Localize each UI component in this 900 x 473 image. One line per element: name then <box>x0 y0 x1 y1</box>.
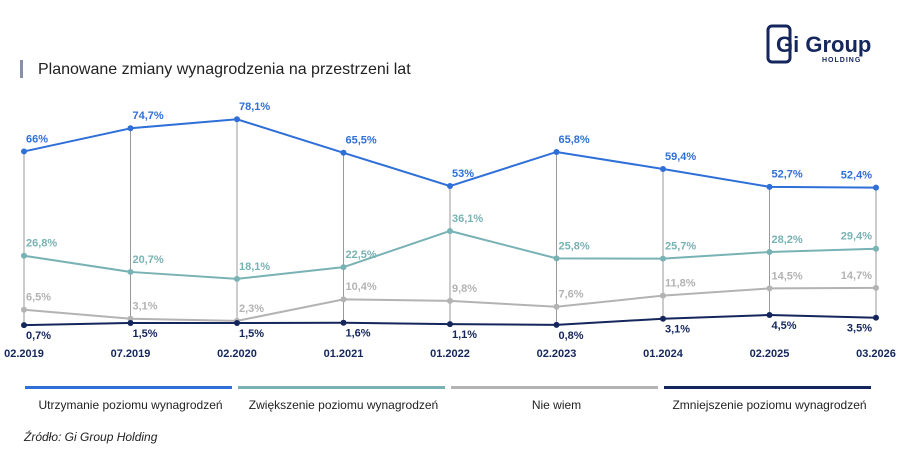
x-tick-label: 01.2022 <box>430 348 470 360</box>
data-point <box>660 292 666 299</box>
data-point <box>553 321 560 328</box>
legend-label: Utrzymanie poziomu wynagrodzeń <box>38 398 222 412</box>
data-point <box>766 248 773 255</box>
data-label: 7,6% <box>559 289 584 301</box>
data-point <box>127 125 134 132</box>
data-point <box>553 255 560 262</box>
data-label: 52,4% <box>841 170 872 182</box>
data-label: 14,7% <box>841 270 872 282</box>
data-label: 10,4% <box>346 281 377 293</box>
logo-mark <box>766 24 792 64</box>
data-point <box>127 320 134 327</box>
data-label: 1,5% <box>133 328 158 340</box>
x-tick-label: 02.2020 <box>217 348 257 360</box>
data-label: 65,8% <box>559 134 590 146</box>
data-label: 20,7% <box>133 254 164 266</box>
data-label: 9,8% <box>452 283 477 295</box>
data-label: 11,8% <box>665 278 696 290</box>
data-point <box>553 148 560 155</box>
x-tick-label: 02.2019 <box>4 348 44 360</box>
data-point <box>553 303 560 310</box>
data-label: 18,1% <box>239 261 270 273</box>
data-label: 14,5% <box>772 270 803 282</box>
data-point <box>766 312 773 319</box>
data-point <box>21 306 27 313</box>
data-point <box>873 284 879 291</box>
data-point <box>340 296 347 303</box>
data-label: 4,5% <box>772 320 797 332</box>
data-point <box>447 183 453 190</box>
data-point <box>660 165 666 172</box>
x-tick-label: 07.2019 <box>111 348 151 360</box>
data-label: 3,5% <box>847 323 872 335</box>
logo-sub: HOLDING <box>822 57 861 64</box>
data-point <box>127 268 134 275</box>
data-point <box>660 315 666 322</box>
title-marker <box>20 60 23 78</box>
data-label: 53% <box>452 168 474 180</box>
data-point <box>660 255 666 262</box>
data-point <box>234 275 240 282</box>
data-label: 52,7% <box>772 169 803 181</box>
data-point <box>766 285 773 292</box>
chart-title: Planowane zmiany wynagrodzenia na przest… <box>38 61 411 78</box>
legend-label: Nie wiem <box>532 398 581 412</box>
legend-label: Zmniejszenie poziomu wynagrodzeń <box>672 398 866 412</box>
data-point <box>873 245 879 252</box>
data-point <box>766 183 773 190</box>
data-label: 0,8% <box>559 330 584 342</box>
data-point <box>234 320 240 327</box>
data-label: 65,5% <box>346 135 377 147</box>
data-label: 66% <box>26 133 48 145</box>
legend-label: Zwiększenie poziomu wynagrodzeń <box>249 398 438 412</box>
data-point <box>340 319 347 326</box>
data-label: 0,7% <box>26 330 51 342</box>
data-label: 25,8% <box>559 240 590 252</box>
data-point <box>447 227 453 234</box>
data-label: 22,5% <box>346 249 377 261</box>
legend-swatch <box>238 386 445 389</box>
data-label: 2,3% <box>239 303 264 315</box>
data-label: 74,7% <box>133 110 164 122</box>
data-label: 25,7% <box>665 241 696 253</box>
data-label: 6,5% <box>26 292 51 304</box>
legend-swatch <box>664 386 871 389</box>
data-point <box>234 116 240 123</box>
data-label: 78,1% <box>239 101 270 113</box>
data-label: 3,1% <box>665 324 690 336</box>
x-tick-label: 02.2025 <box>750 348 790 360</box>
data-label: 1,1% <box>452 329 477 341</box>
x-tick-label: 02.2023 <box>537 348 577 360</box>
data-label: 3,1% <box>133 301 158 313</box>
data-point <box>447 321 453 328</box>
data-point <box>21 252 27 259</box>
data-point <box>873 314 879 321</box>
x-tick-label: 01.2024 <box>643 348 684 360</box>
data-point <box>447 297 453 304</box>
data-label: 59,4% <box>665 151 696 163</box>
data-label: 28,2% <box>772 234 803 246</box>
data-point <box>340 149 347 156</box>
data-label: 36,1% <box>452 213 483 225</box>
logo-name: Gi Group <box>776 32 871 57</box>
data-point <box>21 322 27 329</box>
data-point <box>127 315 134 322</box>
data-label: 26,8% <box>26 238 57 250</box>
data-point <box>21 148 27 155</box>
data-label: 1,5% <box>239 328 264 340</box>
data-point <box>873 184 879 191</box>
legend-swatch <box>25 386 232 389</box>
data-label: 1,6% <box>346 328 371 340</box>
x-tick-label: 03.2026 <box>856 348 896 360</box>
legend-swatch <box>451 386 658 389</box>
x-tick-label: 01.2021 <box>324 348 364 360</box>
data-label: 29,4% <box>841 231 872 243</box>
source: Źródło: Gi Group Holding <box>23 429 158 444</box>
data-point <box>340 264 347 271</box>
